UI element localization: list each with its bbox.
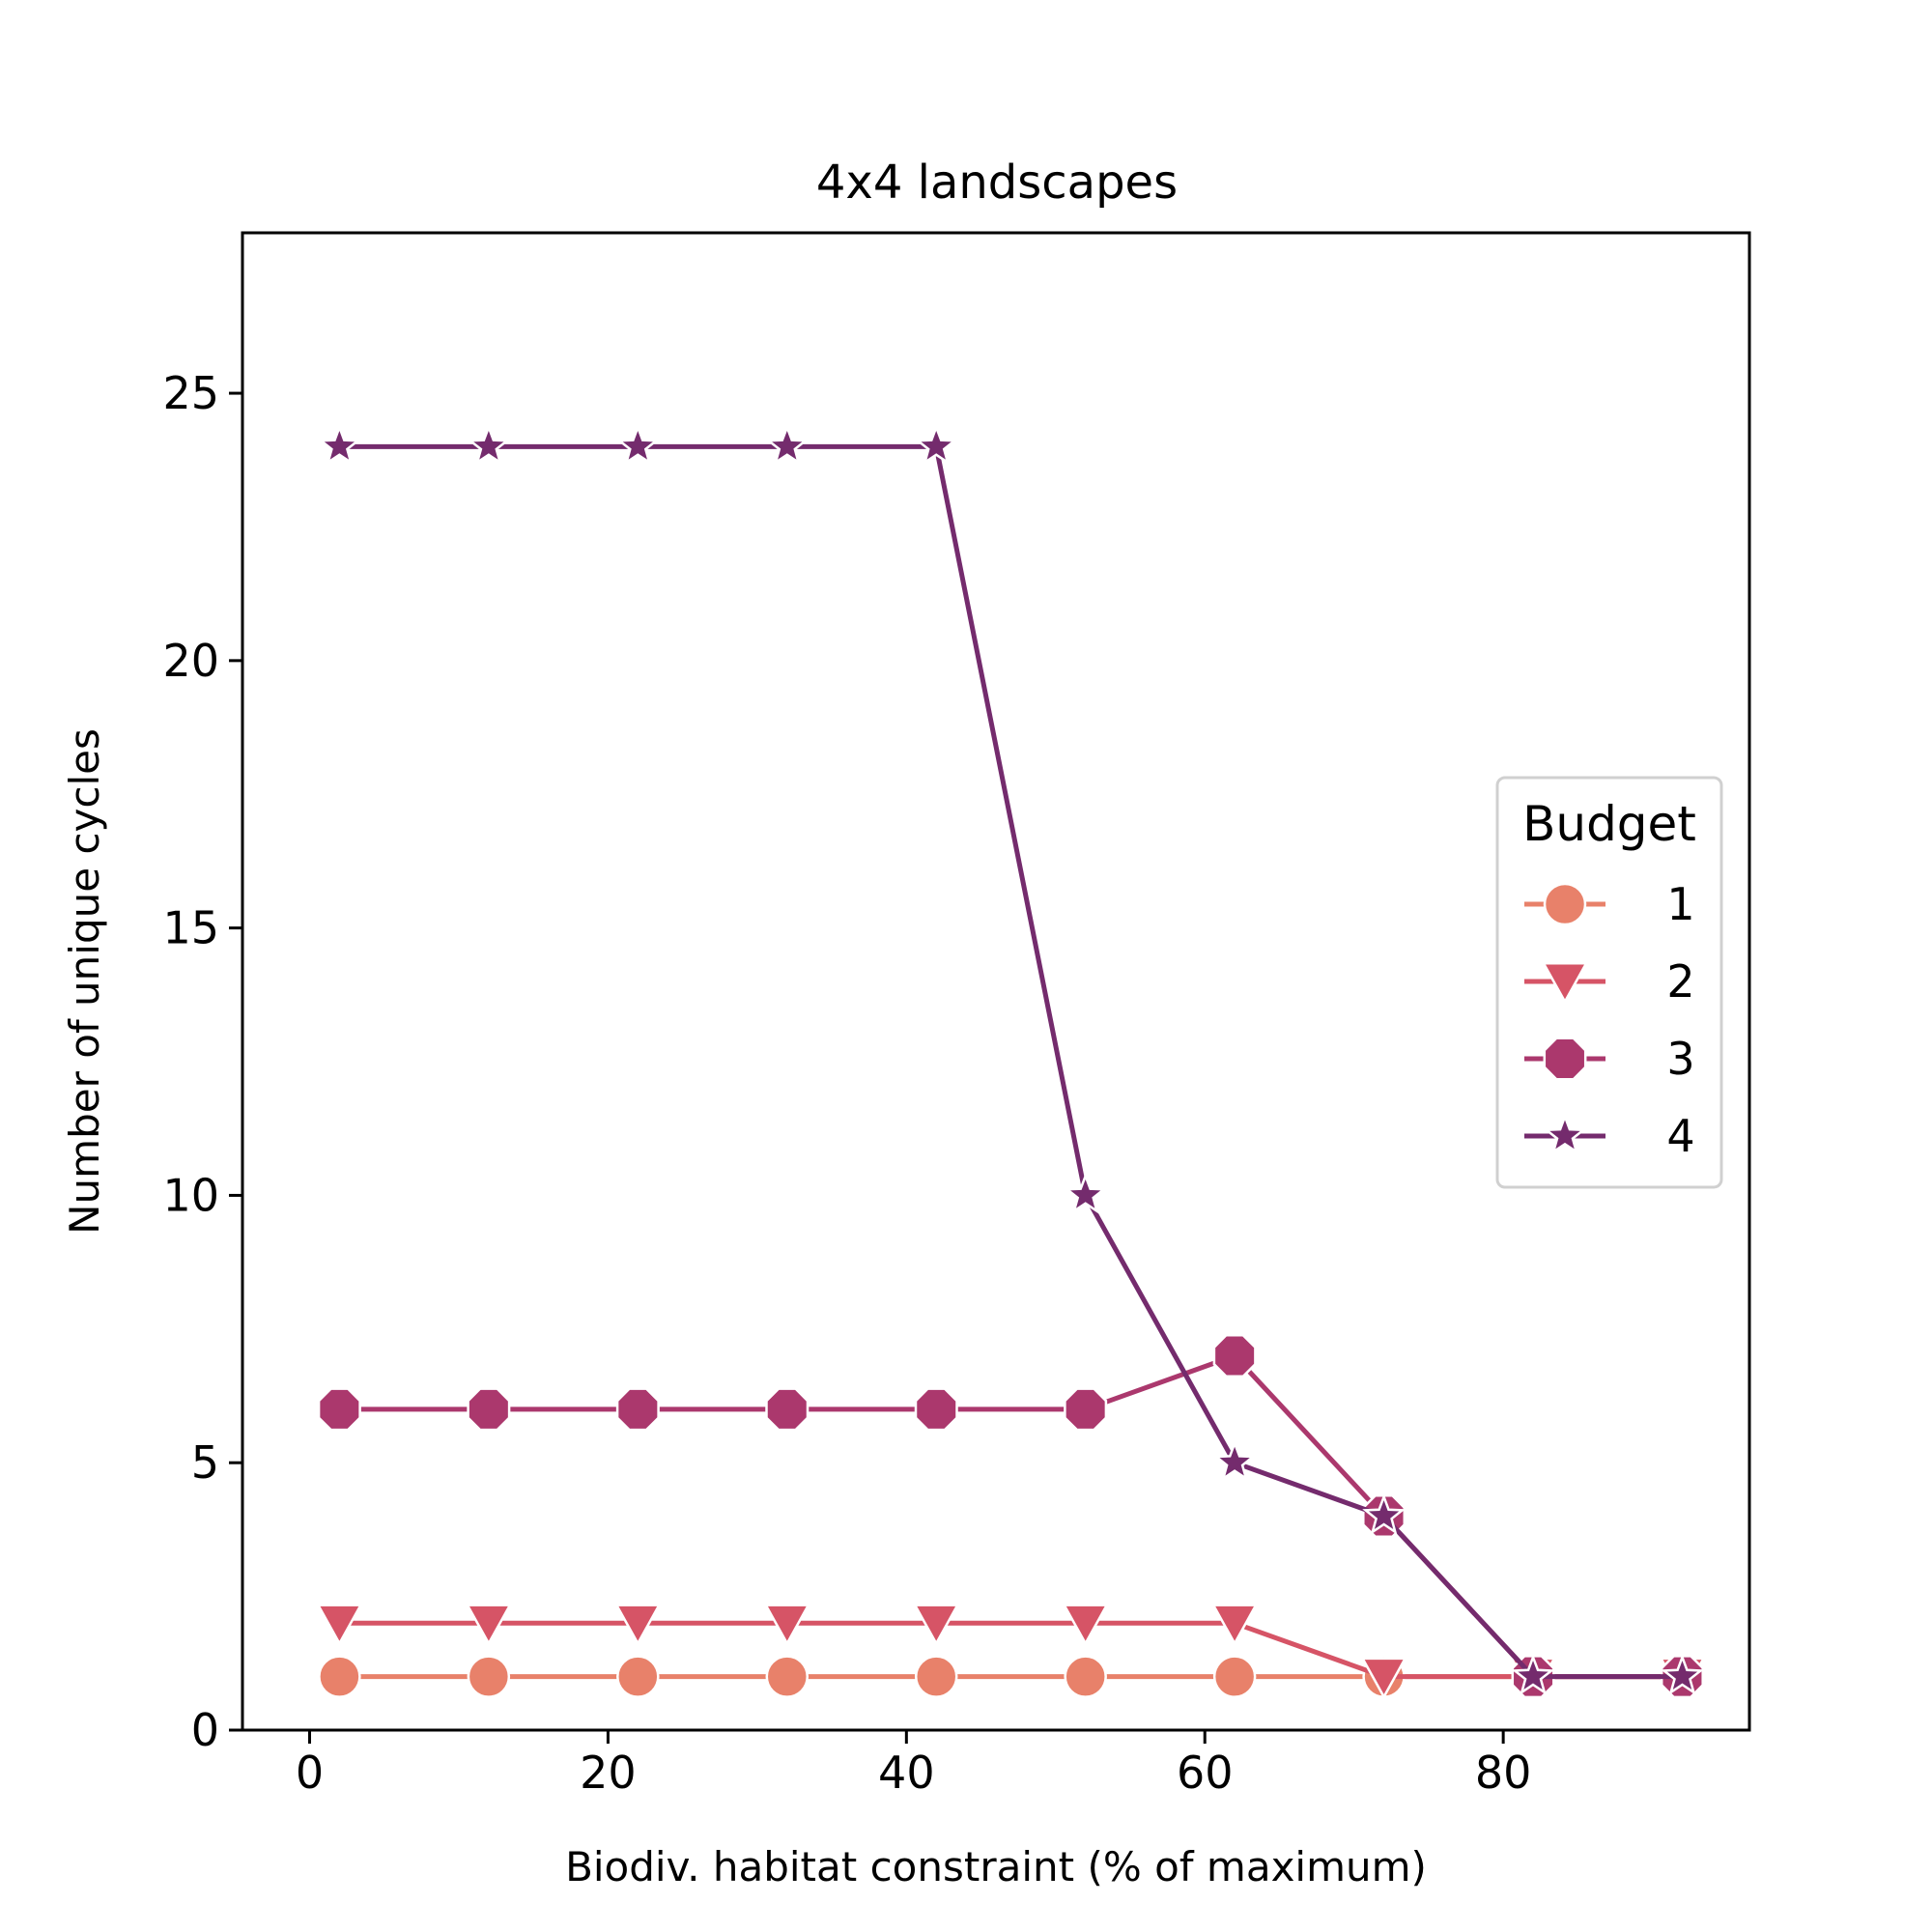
legend-item-3: 3 <box>1524 1033 1695 1085</box>
legend-marker-4 <box>1543 1113 1587 1155</box>
y-tick-label: 20 <box>162 635 219 687</box>
y-tick-label: 15 <box>162 902 219 954</box>
x-tick-label: 40 <box>878 1747 935 1799</box>
data-point-series-3 <box>914 1387 958 1432</box>
data-point-series-1 <box>1212 1655 1257 1698</box>
x-tick-label: 0 <box>296 1747 324 1799</box>
series-line-4 <box>339 443 1683 1680</box>
data-point-series-2 <box>913 1604 960 1646</box>
data-point-series-1 <box>318 1655 361 1698</box>
x-axis: 0 20 40 60 80 <box>296 1730 1532 1799</box>
legend-marker-2 <box>1541 962 1589 1005</box>
data-point-series-1 <box>765 1655 810 1698</box>
data-point-series-4 <box>1511 1654 1555 1695</box>
y-axis-label: Number of unique cycles <box>61 728 108 1235</box>
legend-label-1: 1 <box>1666 878 1694 930</box>
data-point-series-4 <box>1064 1172 1108 1214</box>
data-point-series-2 <box>614 1604 662 1646</box>
series-2 <box>316 1604 1706 1700</box>
legend-item-1: 1 <box>1524 878 1695 930</box>
legend: Budget 1 2 3 4 <box>1495 776 1723 1189</box>
series-4 <box>318 423 1704 1695</box>
data-point-series-1 <box>1064 1655 1107 1698</box>
series-line-2 <box>339 1620 1683 1680</box>
x-tick-label: 60 <box>1177 1747 1234 1799</box>
plot-frame <box>241 231 1751 1732</box>
series-3 <box>317 1334 1704 1699</box>
data-point-series-3 <box>1212 1334 1257 1378</box>
data-point-series-4 <box>1362 1493 1406 1535</box>
x-axis-label: Biodiv. habitat constraint (% of maximum… <box>565 1843 1427 1890</box>
legend-title: Budget <box>1522 796 1696 852</box>
data-point-series-1 <box>914 1655 958 1698</box>
x-tick-label: 80 <box>1475 1747 1532 1799</box>
data-point-series-4 <box>615 423 660 466</box>
data-point-series-2 <box>1360 1657 1407 1700</box>
y-tick-label: 5 <box>191 1436 219 1489</box>
y-tick-label: 0 <box>191 1704 219 1756</box>
data-point-series-1 <box>467 1655 511 1698</box>
data-point-series-3 <box>615 1387 660 1432</box>
y-tick-label: 25 <box>162 367 219 419</box>
data-point-series-4 <box>914 423 958 466</box>
data-point-series-4 <box>318 423 361 466</box>
data-point-series-3 <box>467 1387 511 1432</box>
data-point-series-4 <box>765 423 810 466</box>
legend-item-4: 4 <box>1524 1110 1695 1162</box>
data-point-series-4 <box>1212 1439 1257 1482</box>
data-point-series-3 <box>765 1387 810 1432</box>
data-point-series-2 <box>763 1604 810 1646</box>
data-point-series-3 <box>1064 1387 1108 1432</box>
y-axis: 0 5 10 15 20 25 <box>162 367 242 1756</box>
data-point-series-2 <box>316 1604 363 1646</box>
legend-marker-3 <box>1543 1037 1587 1081</box>
data-point-series-4 <box>467 423 511 466</box>
y-tick-label: 10 <box>162 1169 219 1221</box>
series-layer <box>316 423 1706 1700</box>
data-point-series-2 <box>1210 1604 1259 1646</box>
legend-item-2: 2 <box>1524 955 1695 1008</box>
data-point-series-1 <box>616 1655 660 1698</box>
legend-label-2: 2 <box>1666 955 1694 1008</box>
legend-box <box>1495 776 1723 1189</box>
data-point-series-3 <box>317 1387 361 1432</box>
data-point-series-2 <box>465 1604 513 1646</box>
chart-title: 4x4 landscapes <box>816 156 1178 210</box>
data-point-series-4 <box>1661 1654 1704 1695</box>
legend-label-3: 3 <box>1666 1033 1694 1085</box>
data-point-series-2 <box>1062 1604 1109 1646</box>
legend-marker-1 <box>1543 882 1587 926</box>
legend-items: 1 2 3 4 <box>1524 878 1695 1162</box>
x-tick-label: 20 <box>580 1747 637 1799</box>
legend-label-4: 4 <box>1666 1110 1694 1162</box>
